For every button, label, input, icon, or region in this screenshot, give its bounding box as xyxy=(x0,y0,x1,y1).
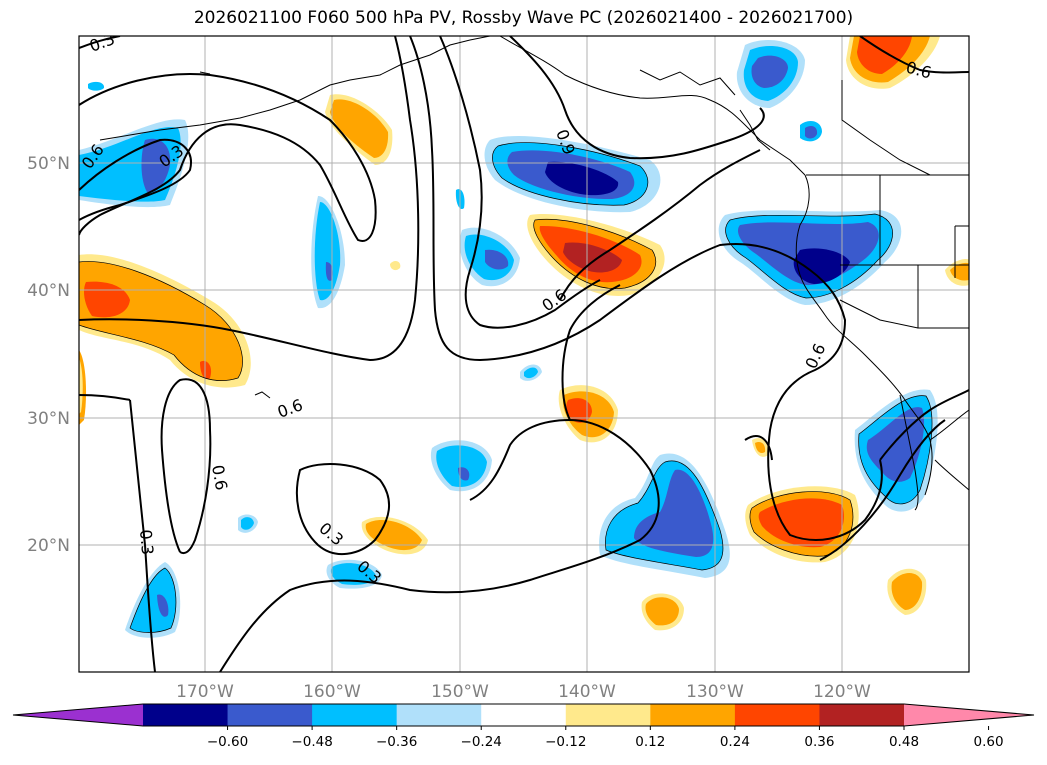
graticule xyxy=(79,36,969,672)
lon-label: 140°W xyxy=(558,682,616,702)
colorbar-tick-label: −0.36 xyxy=(376,734,417,750)
colorbar-segment xyxy=(312,704,398,726)
coastlines xyxy=(99,36,969,511)
pos-anomaly-157w xyxy=(325,94,393,165)
colorbar-extend-low xyxy=(13,704,143,726)
lat-label: 50°N xyxy=(27,154,70,174)
colorbar-extend-high xyxy=(904,704,1034,726)
colorbar-segment xyxy=(819,704,905,726)
colorbar-tick-label: 0.36 xyxy=(804,734,834,750)
colorbar-tick-label: −0.60 xyxy=(207,734,248,750)
colorbar-segment xyxy=(565,704,651,726)
colorbar-segment xyxy=(734,704,820,726)
pos-anomaly-top xyxy=(846,36,940,89)
map-frame xyxy=(78,35,970,673)
anomaly-fills xyxy=(79,36,969,638)
contour-label: 0.6 xyxy=(208,463,231,491)
lat-label: 30°N xyxy=(27,409,70,429)
colorbar-tick-label: 0.60 xyxy=(974,734,1004,750)
colorbar-segment xyxy=(143,704,229,726)
colorbar-segment xyxy=(650,704,736,726)
colorbar-tick-label: −0.48 xyxy=(291,734,332,750)
thin-contours xyxy=(79,142,933,633)
colorbar-segment xyxy=(481,704,567,726)
map-title: 2026021100 F060 500 hPa PV, Rossby Wave … xyxy=(193,8,854,28)
neg-anomaly-162w xyxy=(311,195,345,309)
lon-label: 150°W xyxy=(431,682,489,702)
colorbar-tick-label: −0.24 xyxy=(461,734,502,750)
latitude-labels: 50°N 40°N 30°N 20°N xyxy=(27,154,70,556)
neg-anomaly-alaska xyxy=(736,40,805,108)
lon-label: 120°W xyxy=(813,682,871,702)
contour-label: 0.3 xyxy=(136,529,157,556)
colorbar-tick-label: 0.24 xyxy=(720,734,750,750)
longitude-labels: 170°W 160°W 150°W 140°W 130°W 120°W xyxy=(176,682,871,702)
colorbar xyxy=(12,703,1035,727)
colorbar-outline xyxy=(12,703,1035,727)
colorbar-tick-label: −0.12 xyxy=(545,734,586,750)
lat-label: 20°N xyxy=(27,536,70,556)
colorbar-segment xyxy=(396,704,482,726)
colorbar-segment xyxy=(227,704,313,726)
colorbar-tick-label: 0.48 xyxy=(889,734,919,750)
lon-label: 170°W xyxy=(176,682,234,702)
neg-anomaly-westcoast xyxy=(718,210,902,305)
lon-label: 130°W xyxy=(686,682,744,702)
colorbar-tick-label: 0.12 xyxy=(635,734,665,750)
neg-anomaly-150w-south xyxy=(430,440,492,492)
lon-label: 160°W xyxy=(303,682,361,702)
lat-label: 40°N xyxy=(27,281,70,301)
neg-anomaly-165w xyxy=(125,562,181,638)
pos-anomaly-140w xyxy=(527,214,665,296)
colorbar-labels: −0.60 −0.48 −0.36 −0.24 −0.12 0.12 0.24 0.36 0.4… xyxy=(207,726,1004,750)
pv-contours xyxy=(79,36,969,672)
